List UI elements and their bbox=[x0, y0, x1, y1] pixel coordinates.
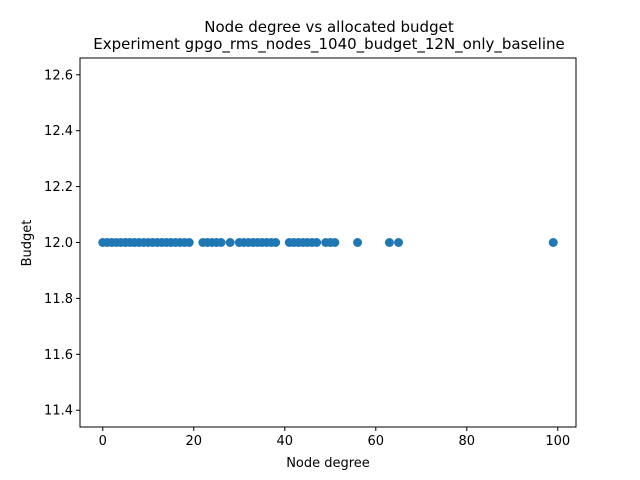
x-tick-label: 0 bbox=[99, 434, 107, 449]
x-tick-label: 60 bbox=[368, 434, 385, 449]
data-point bbox=[353, 238, 363, 247]
data-point bbox=[225, 238, 235, 247]
data-point bbox=[548, 238, 558, 247]
data-point bbox=[330, 238, 340, 247]
x-tick-label: 80 bbox=[459, 434, 476, 449]
y-axis-ticks: 11.4 11.6 11.8 12.0 12.2 12.4 12.6 bbox=[44, 68, 80, 419]
y-tick-label: 11.4 bbox=[44, 404, 73, 419]
data-point bbox=[271, 238, 281, 247]
x-axis-ticks: 0 20 40 60 80 100 bbox=[99, 427, 570, 449]
data-point bbox=[184, 238, 194, 247]
x-axis-label: Node degree bbox=[286, 456, 370, 471]
data-point bbox=[216, 238, 226, 247]
x-tick-label: 20 bbox=[185, 434, 202, 449]
x-tick-label: 40 bbox=[276, 434, 293, 449]
chart-subtitle: Experiment gpgo_rms_nodes_1040_budget_12… bbox=[93, 35, 564, 54]
y-tick-label: 12.2 bbox=[44, 180, 73, 195]
x-tick-label: 100 bbox=[545, 434, 570, 449]
y-axis-label: Budget bbox=[20, 220, 35, 267]
data-points bbox=[98, 238, 558, 247]
y-tick-label: 11.8 bbox=[44, 292, 73, 307]
data-point bbox=[394, 238, 404, 247]
y-tick-label: 12.6 bbox=[44, 68, 73, 83]
y-tick-label: 11.6 bbox=[44, 348, 73, 363]
chart-title: Node degree vs allocated budget bbox=[204, 18, 454, 36]
data-point bbox=[384, 238, 394, 247]
y-tick-label: 12.4 bbox=[44, 124, 73, 139]
y-tick-label: 12.0 bbox=[44, 236, 73, 251]
data-point bbox=[312, 238, 322, 247]
